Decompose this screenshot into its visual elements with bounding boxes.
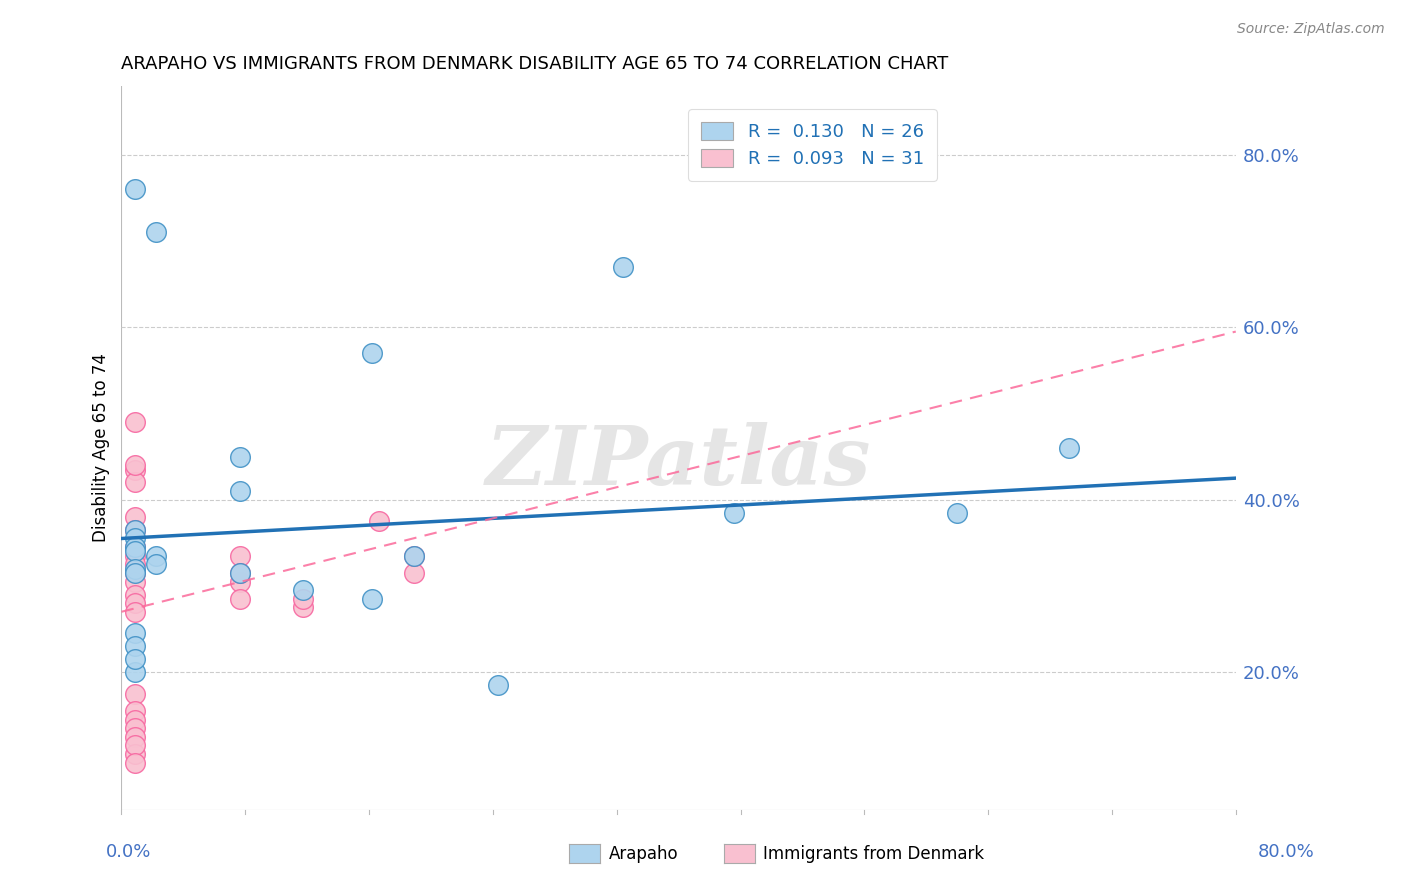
Point: [229, 566, 252, 580]
Point: [124, 540, 146, 554]
Point: [946, 506, 969, 520]
Point: [486, 678, 509, 692]
Text: 0.0%: 0.0%: [105, 843, 150, 861]
Point: [124, 730, 146, 744]
Point: [124, 652, 146, 666]
Point: [124, 626, 146, 640]
Point: [124, 605, 146, 619]
Point: [124, 415, 146, 429]
Point: [402, 549, 425, 563]
Point: [124, 549, 146, 563]
Point: [124, 475, 146, 490]
Point: [361, 346, 384, 360]
Point: [229, 591, 252, 606]
Point: [145, 549, 167, 563]
Point: [368, 514, 391, 528]
Point: [124, 462, 146, 476]
Point: [229, 450, 252, 464]
Point: [229, 574, 252, 589]
Point: [124, 558, 146, 572]
Text: ZIPatlas: ZIPatlas: [486, 423, 872, 502]
Point: [124, 704, 146, 718]
Point: [124, 544, 146, 558]
Point: [124, 566, 146, 580]
Point: [145, 558, 167, 572]
Point: [124, 596, 146, 610]
Point: [124, 574, 146, 589]
Point: [124, 458, 146, 473]
Point: [124, 665, 146, 680]
Point: [124, 687, 146, 701]
Point: [612, 260, 634, 274]
Point: [124, 588, 146, 602]
Point: [124, 756, 146, 770]
Point: [124, 721, 146, 735]
Text: Arapaho: Arapaho: [609, 845, 679, 863]
Point: [124, 510, 146, 524]
Point: [291, 600, 314, 615]
Point: [124, 739, 146, 753]
Point: [124, 562, 146, 576]
Point: [124, 532, 146, 546]
Point: [124, 540, 146, 554]
Point: [229, 566, 252, 580]
Point: [291, 583, 314, 598]
Text: ARAPAHO VS IMMIGRANTS FROM DENMARK DISABILITY AGE 65 TO 74 CORRELATION CHART: ARAPAHO VS IMMIGRANTS FROM DENMARK DISAB…: [121, 55, 949, 73]
Text: Source: ZipAtlas.com: Source: ZipAtlas.com: [1237, 22, 1385, 37]
Point: [402, 549, 425, 563]
Point: [145, 226, 167, 240]
Point: [229, 484, 252, 499]
Point: [124, 182, 146, 196]
Legend: R =  0.130   N = 26, R =  0.093   N = 31: R = 0.130 N = 26, R = 0.093 N = 31: [688, 110, 936, 180]
Text: 80.0%: 80.0%: [1258, 843, 1315, 861]
Point: [124, 523, 146, 537]
Point: [1057, 441, 1080, 455]
Y-axis label: Disability Age 65 to 74: Disability Age 65 to 74: [93, 353, 110, 542]
Point: [361, 591, 384, 606]
Point: [402, 566, 425, 580]
Text: Immigrants from Denmark: Immigrants from Denmark: [763, 845, 984, 863]
Point: [124, 566, 146, 580]
Point: [723, 506, 745, 520]
Point: [291, 591, 314, 606]
Point: [124, 747, 146, 761]
Point: [124, 523, 146, 537]
Point: [124, 640, 146, 654]
Point: [229, 549, 252, 563]
Point: [124, 713, 146, 727]
